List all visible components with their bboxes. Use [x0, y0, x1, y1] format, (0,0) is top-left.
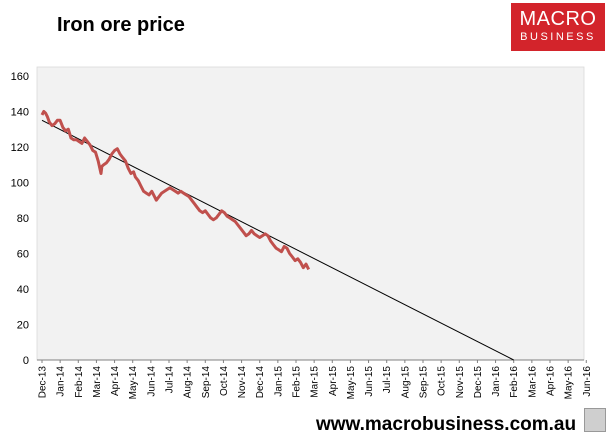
x-tick-label: Feb-15	[291, 366, 302, 398]
x-tick-label: Nov-14	[237, 366, 248, 399]
x-tick-label: Nov-15	[455, 366, 466, 399]
x-tick-label: Dec-15	[473, 366, 484, 399]
wolf-logo-icon	[584, 408, 606, 432]
trend-line	[41, 119, 514, 361]
y-tick-label: 80	[17, 213, 29, 225]
y-tick-label: 60	[17, 248, 29, 260]
x-tick-label: Sep-15	[418, 366, 429, 399]
x-tick-label: Jul-14	[164, 366, 175, 394]
x-tick-label: Mar-15	[310, 366, 321, 398]
x-tick-label: Apr-16	[545, 366, 556, 396]
x-tick-label: May-16	[564, 366, 575, 400]
website-url[interactable]: www.macrobusiness.com.au	[316, 414, 577, 435]
y-tick-label: 160	[11, 71, 29, 83]
x-tick-label: Oct-14	[219, 366, 230, 396]
y-axis: 0 20 40 60 80 100 120 140 160	[11, 71, 29, 367]
x-axis: Dec-13 Jan-14 Feb-14 Mar-14 Apr-14 May-14 Jun-…	[37, 359, 593, 400]
x-tick-label: Jan-16	[491, 366, 502, 397]
x-tick-label: Aug-14	[183, 366, 194, 399]
logo-line-macro: MACRO	[519, 8, 597, 30]
y-tick-label: 20	[17, 319, 29, 331]
logo-line-business: BUSINESS	[520, 31, 596, 43]
x-tick-label: Feb-16	[509, 366, 520, 398]
y-tick-label: 100	[11, 177, 29, 189]
x-tick-label: Dec-14	[255, 366, 266, 399]
y-tick-label: 140	[11, 106, 29, 118]
x-tick-label: May-15	[346, 366, 357, 400]
chart-title: Iron ore price	[57, 14, 185, 36]
x-tick-label: Jun-14	[146, 366, 157, 397]
y-tick-label: 40	[17, 284, 29, 296]
iron-ore-price-line	[40, 109, 311, 271]
y-tick-label: 0	[23, 355, 29, 367]
x-tick-label: Dec-13	[38, 366, 49, 399]
x-tick-label: Apr-15	[328, 366, 339, 396]
x-tick-label: Jul-15	[382, 366, 393, 394]
x-tick-label: Sep-14	[201, 366, 212, 399]
macrobusiness-logo[interactable]: MACRO BUSINESS	[511, 3, 605, 51]
x-tick-label: Jun-16	[582, 366, 593, 397]
x-tick-label: Apr-14	[110, 366, 121, 396]
x-tick-label: Jun-15	[364, 366, 375, 397]
x-tick-label: Jan-15	[273, 366, 284, 397]
x-tick-label: Mar-14	[92, 366, 103, 398]
x-tick-label: Feb-14	[74, 366, 85, 398]
x-tick-label: Oct-15	[437, 366, 448, 396]
plot-area	[36, 66, 585, 361]
y-tick-label: 120	[11, 142, 29, 154]
series-group	[40, 109, 514, 361]
x-tick-label: Jan-14	[56, 366, 67, 397]
x-tick-label: May-14	[128, 366, 139, 400]
x-tick-label: Aug-15	[400, 366, 411, 399]
x-tick-label: Mar-16	[527, 366, 538, 398]
